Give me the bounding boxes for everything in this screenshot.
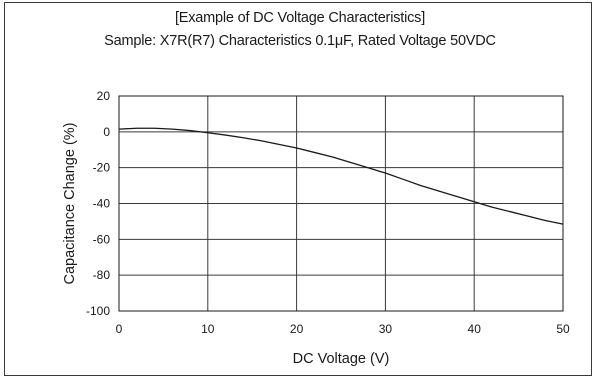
x-tick-label: 30	[379, 322, 393, 336]
y-axis-ticks: 20 0 -20 -40 -60 -80 -100	[86, 89, 110, 318]
series-group	[118, 127, 564, 225]
x-axis-label: DC Voltage (V)	[293, 351, 390, 367]
chart-title: [Example of DC Voltage Characteristics]	[174, 10, 426, 26]
series-line-0	[118, 127, 564, 225]
y-tick-label: 0	[103, 125, 110, 139]
grid-lines	[119, 96, 563, 311]
y-tick-label: -20	[93, 161, 111, 175]
x-axis-ticks: 0 10 20 30 40 50	[116, 322, 570, 336]
x-tick-label: 10	[201, 322, 215, 336]
y-tick-label: 20	[97, 89, 111, 103]
x-tick-label: 40	[468, 322, 482, 336]
x-tick-label: 20	[290, 322, 304, 336]
chart-frame	[4, 2, 592, 376]
x-tick-label: 50	[556, 322, 570, 336]
y-axis-label: Capacitance Change (%)	[62, 122, 78, 284]
y-tick-label: -60	[93, 232, 111, 246]
y-tick-label: -80	[93, 268, 111, 282]
y-tick-label: -100	[86, 304, 110, 318]
y-tick-label: -40	[93, 197, 111, 211]
plot-area	[118, 95, 564, 312]
chart-subtitle: Sample: X7R(R7) Characteristics 0.1μF, R…	[104, 33, 496, 49]
x-tick-label: 0	[116, 322, 123, 336]
